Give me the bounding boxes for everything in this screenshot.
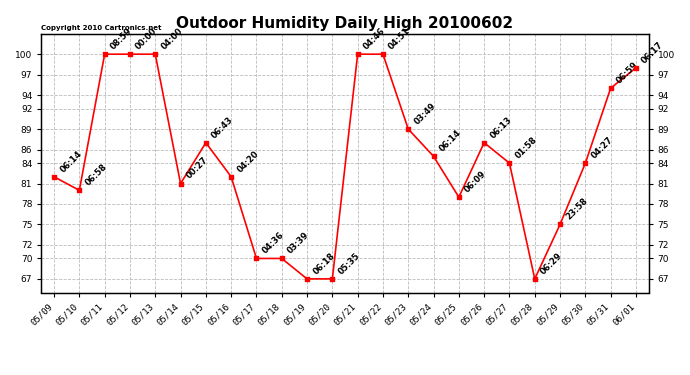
Text: 01:58: 01:58	[513, 135, 539, 160]
Point	[453, 194, 464, 200]
Point	[377, 51, 388, 57]
Point	[428, 153, 439, 159]
Text: 08:59: 08:59	[109, 26, 134, 51]
Point	[226, 174, 237, 180]
Text: 04:51: 04:51	[387, 26, 413, 51]
Point	[529, 276, 540, 282]
Point	[352, 51, 363, 57]
Point	[580, 160, 591, 166]
Text: 06:58: 06:58	[83, 162, 109, 188]
Point	[479, 140, 490, 146]
Title: Outdoor Humidity Daily High 20100602: Outdoor Humidity Daily High 20100602	[177, 16, 513, 31]
Text: 06:18: 06:18	[311, 251, 337, 276]
Point	[403, 126, 414, 132]
Text: 05:35: 05:35	[337, 251, 362, 276]
Text: 23:58: 23:58	[564, 196, 589, 222]
Text: 04:00: 04:00	[159, 26, 184, 51]
Text: 00:27: 00:27	[185, 156, 210, 181]
Text: 06:14: 06:14	[437, 128, 463, 153]
Text: 06:13: 06:13	[489, 115, 513, 140]
Text: 03:49: 03:49	[413, 101, 437, 126]
Text: 06:09: 06:09	[463, 169, 488, 194]
Text: 06:17: 06:17	[640, 40, 665, 65]
Point	[555, 221, 566, 227]
Point	[200, 140, 211, 146]
Point	[175, 180, 186, 186]
Text: 04:27: 04:27	[589, 135, 615, 160]
Point	[276, 255, 287, 261]
Text: 06:14: 06:14	[58, 148, 83, 174]
Text: 06:43: 06:43	[210, 115, 235, 140]
Text: 00:00: 00:00	[134, 26, 159, 51]
Text: 04:36: 04:36	[261, 231, 286, 256]
Text: Copyright 2010 Cartronics.net: Copyright 2010 Cartronics.net	[41, 25, 162, 31]
Point	[48, 174, 59, 180]
Point	[631, 65, 642, 71]
Text: 04:46: 04:46	[362, 26, 387, 51]
Point	[124, 51, 135, 57]
Text: 03:39: 03:39	[286, 231, 311, 256]
Point	[251, 255, 262, 261]
Point	[74, 188, 85, 194]
Text: 06:59: 06:59	[615, 60, 640, 86]
Point	[504, 160, 515, 166]
Point	[150, 51, 161, 57]
Point	[327, 276, 338, 282]
Text: 06:29: 06:29	[539, 251, 564, 276]
Point	[302, 276, 313, 282]
Point	[99, 51, 110, 57]
Text: 04:20: 04:20	[235, 149, 261, 174]
Point	[605, 85, 616, 91]
